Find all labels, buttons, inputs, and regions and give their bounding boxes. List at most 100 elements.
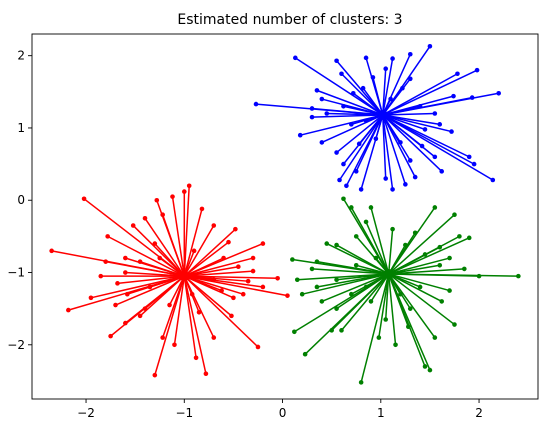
cluster-1-point: [193, 355, 199, 361]
y-tick-label: −2: [7, 338, 25, 352]
cluster-1-point: [157, 255, 163, 261]
cluster-0-point: [449, 129, 454, 134]
cluster-0-point: [419, 143, 425, 149]
cluster-2-point: [349, 205, 354, 210]
cluster-2-point: [432, 205, 438, 210]
cluster-1-point: [103, 259, 108, 264]
cluster-2-link: [321, 273, 389, 303]
cluster-1-point: [231, 295, 236, 301]
cluster-1-link: [183, 257, 224, 277]
cluster-0-link: [358, 114, 384, 145]
cluster-1-point: [229, 313, 234, 319]
cluster-0-point: [341, 103, 346, 109]
cluster-0-point: [334, 58, 339, 64]
cluster-2-point: [334, 277, 339, 283]
cluster-1-point: [123, 255, 128, 261]
cluster-0-point: [309, 106, 315, 111]
cluster-1-link: [156, 199, 185, 277]
cluster-2-link: [370, 207, 390, 275]
cluster-1-point: [199, 206, 205, 212]
cluster-1-link: [171, 196, 186, 277]
cluster-1-link: [184, 265, 239, 277]
cluster-0-point: [360, 85, 366, 91]
cluster-0-link: [382, 69, 478, 116]
cluster-1-point: [245, 278, 251, 284]
cluster-1-point: [105, 234, 110, 239]
cluster-1-point: [186, 183, 192, 189]
x-tick-label: −1: [175, 406, 193, 420]
cluster-1-link: [184, 257, 254, 277]
cluster-0-point: [407, 158, 413, 163]
cluster-0: [253, 43, 501, 192]
cluster-0-link: [340, 73, 384, 116]
cluster-2-link: [388, 273, 480, 277]
cluster-1-point: [250, 255, 256, 261]
cluster-0-point: [451, 93, 456, 99]
cluster-0-point: [344, 183, 349, 189]
cluster-1-link: [159, 257, 185, 277]
cluster-2-link: [388, 207, 436, 275]
cluster-1-point: [152, 241, 158, 246]
cluster-0-link: [336, 60, 384, 116]
cluster-0-point: [293, 55, 298, 61]
cluster-2-point: [398, 291, 403, 297]
cluster-0-link: [316, 89, 384, 116]
cluster-0-point: [422, 127, 428, 132]
cluster-0-point: [383, 176, 389, 181]
cluster-2-link: [378, 273, 390, 338]
cluster-0-link: [362, 87, 384, 116]
cluster-1-point: [191, 248, 197, 254]
cluster-1-link: [154, 243, 185, 277]
cluster-0-point: [455, 71, 460, 77]
cluster-0-link: [382, 114, 443, 172]
cluster-2-point: [299, 291, 305, 297]
cluster-1-point: [285, 293, 290, 298]
cluster-0-point: [390, 56, 395, 61]
cluster-2-link: [360, 273, 390, 383]
cluster-1-point: [172, 342, 177, 348]
cluster-1: [49, 183, 290, 378]
cluster-1-point: [125, 291, 130, 297]
cluster-0-point: [439, 169, 445, 174]
cluster-2-point: [457, 234, 462, 239]
cluster-1-link: [183, 228, 236, 277]
cluster-2-point: [368, 205, 374, 210]
cluster-2-point: [383, 317, 389, 322]
cluster-0-point: [407, 76, 413, 82]
cluster-0-point: [309, 114, 315, 120]
cluster-0-link: [382, 114, 387, 179]
y-axis: −2 −1 0 1 2: [7, 49, 32, 352]
cluster-2-point: [516, 273, 521, 279]
cluster-0-point: [412, 174, 418, 180]
cluster-0-point: [388, 96, 393, 102]
cluster-0-point: [383, 66, 389, 71]
cluster-1-point: [66, 307, 71, 313]
cluster-2-point: [314, 259, 320, 264]
cluster-1-point: [211, 335, 217, 340]
cluster-2-point: [390, 226, 395, 232]
cluster-1-point: [203, 371, 209, 377]
cluster-2-point: [341, 196, 346, 202]
cluster-1-point: [147, 284, 153, 290]
cluster-2-point: [358, 380, 364, 385]
cluster-1-link: [168, 275, 185, 306]
cluster-0-link: [382, 68, 387, 115]
cluster-1-point: [240, 291, 246, 297]
cluster-1-point: [142, 216, 148, 221]
cluster-1-point: [152, 372, 158, 378]
cluster-2-link: [311, 268, 389, 275]
cluster-2-link: [388, 273, 455, 326]
cluster-1-point: [236, 264, 241, 270]
cluster-0-link: [336, 114, 384, 154]
cluster-1-link: [154, 275, 186, 376]
cluster-0-link: [382, 114, 423, 147]
cluster-2-link: [387, 273, 431, 371]
cluster-2-point: [324, 241, 330, 246]
cluster-0-link: [382, 114, 416, 178]
cluster-1-point: [108, 333, 113, 339]
cluster-0-link: [382, 114, 407, 185]
cluster-1-point: [130, 223, 136, 228]
cluster-1-link: [105, 260, 185, 277]
cluster-0-point: [319, 140, 325, 145]
cluster-2-point: [462, 266, 467, 272]
